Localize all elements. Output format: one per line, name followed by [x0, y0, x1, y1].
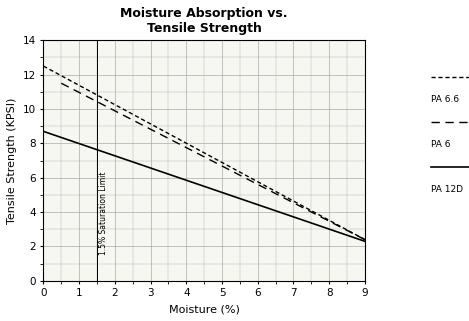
Text: 1.5% Saturation Limit: 1.5% Saturation Limit — [99, 172, 108, 255]
Text: PA 12D: PA 12D — [431, 185, 463, 194]
X-axis label: Moisture (%): Moisture (%) — [169, 304, 240, 314]
Y-axis label: Tensile Strength (KPSI): Tensile Strength (KPSI) — [7, 97, 17, 224]
Title: Moisture Absorption vs.
Tensile Strength: Moisture Absorption vs. Tensile Strength — [121, 7, 288, 35]
Text: PA 6: PA 6 — [431, 140, 451, 149]
Text: PA 6.6: PA 6.6 — [431, 95, 460, 104]
